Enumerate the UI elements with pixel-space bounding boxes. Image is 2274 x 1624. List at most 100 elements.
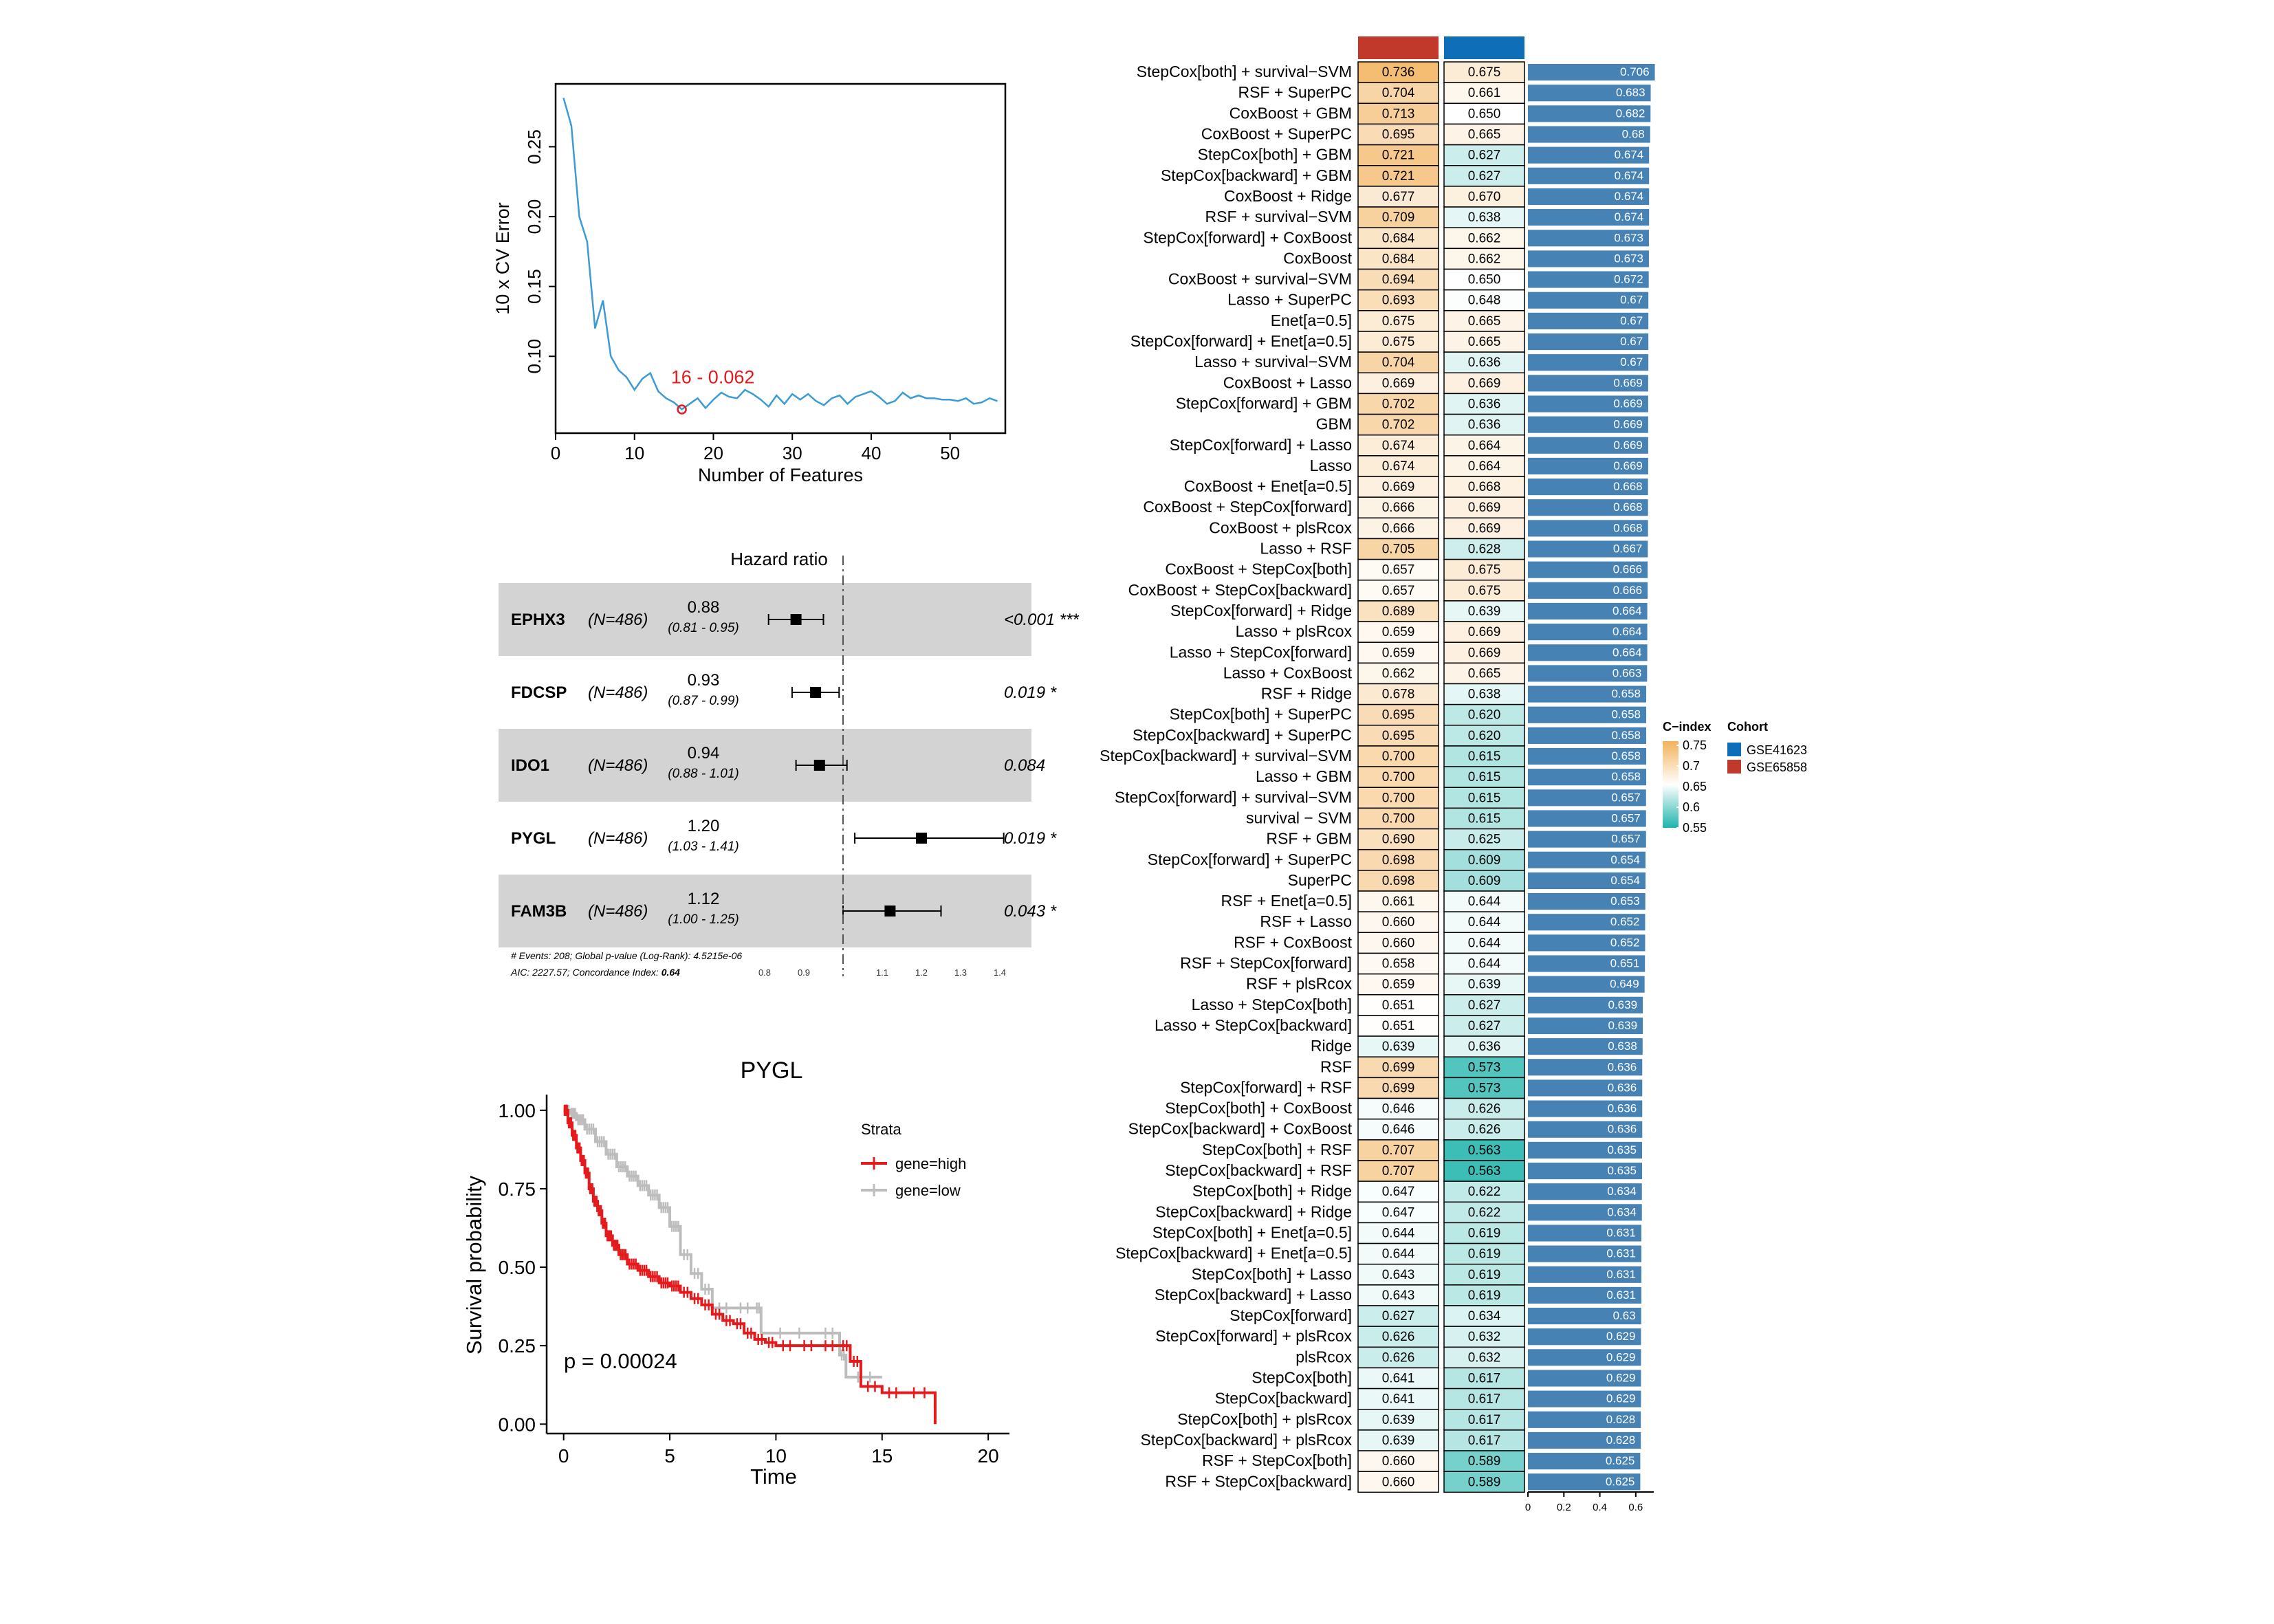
heatmap-row: StepCox[forward] + GBM 0.702 0.636 0.669 — [1176, 393, 1648, 415]
bar-axis-ticks: 0 0.2 0.4 0.6 — [1525, 1492, 1643, 1513]
model-name: StepCox[backward] + Lasso — [1155, 1286, 1352, 1304]
model-name: CoxBoost + Ridge — [1224, 187, 1352, 205]
cell-gse65858 — [1357, 538, 1439, 560]
km-ytick-label: 0.50 — [499, 1257, 536, 1278]
cindex-bar-value: 0.657 — [1611, 833, 1641, 846]
cell-gse41623 — [1443, 268, 1525, 291]
cell-gse65858 — [1357, 932, 1439, 954]
model-name: StepCox[both] + plsRcox — [1177, 1410, 1352, 1428]
model-name: StepCox[both] + GBM — [1198, 146, 1352, 164]
cindex-bar — [1528, 1411, 1641, 1428]
km-axis-ticks: 0 5 10 15 20 0.00 0.25 0.50 0.75 1.00 — [499, 1100, 999, 1467]
cell-gse65858 — [1357, 745, 1439, 767]
heatmap-row: Lasso + StepCox[forward] 0.659 0.669 0.664 — [1170, 641, 1648, 664]
cell-gse41623-value: 0.636 — [1468, 355, 1501, 370]
cell-gse41623 — [1443, 476, 1525, 498]
model-name: RSF + StepCox[backward] — [1165, 1472, 1352, 1490]
cv-error-panel: 0 10 20 30 40 50 0.10 0.15 0.20 0.25 16 - 0.062 N… — [492, 83, 1007, 485]
model-name: RSF + Enet[a=0.5] — [1221, 892, 1352, 910]
cell-gse41623-value: 0.617 — [1468, 1372, 1501, 1386]
bar-axis-tick-label: 0.6 — [1628, 1502, 1643, 1513]
heatmap-row: Lasso + StepCox[both] 0.651 0.627 0.639 — [1192, 994, 1643, 1016]
heatmap-row: Ridge 0.639 0.636 0.638 — [1311, 1035, 1643, 1057]
forest-hr: 1.20 — [688, 817, 720, 835]
cindex-bar-value: 0.625 — [1606, 1475, 1635, 1488]
cell-gse41623-value: 0.632 — [1468, 1330, 1501, 1344]
cindex-bar — [1528, 292, 1649, 309]
cindex-bar — [1528, 375, 1648, 392]
cohort-label-gse65858: GSE65858 — [1747, 760, 1807, 774]
cindex-bar — [1528, 312, 1649, 329]
cindex-bar — [1528, 499, 1648, 516]
cell-gse41623 — [1443, 1015, 1525, 1037]
model-name: StepCox[both] + SuperPC — [1170, 705, 1352, 723]
cell-gse41623-value: 0.644 — [1468, 936, 1501, 950]
cell-gse65858-value: 0.684 — [1382, 252, 1415, 266]
model-name: StepCox[backward] — [1215, 1390, 1352, 1407]
model-name: StepCox[backward] + Ridge — [1155, 1203, 1352, 1220]
cell-gse65858-value: 0.641 — [1382, 1392, 1415, 1407]
heatmap-row: CoxBoost + SuperPC 0.695 0.665 0.68 — [1201, 123, 1650, 146]
cindex-bar-value: 0.628 — [1606, 1413, 1636, 1426]
cell-gse65858-value: 0.666 — [1382, 521, 1415, 536]
cindex-bar — [1528, 1141, 1643, 1159]
cell-gse65858-value: 0.646 — [1382, 1102, 1415, 1117]
model-name: SuperPC — [1288, 871, 1352, 889]
cell-gse65858 — [1357, 102, 1439, 125]
forest-row: EPHX3 (N=486) 0.88 (0.81 - 0.95) <0.001 *** — [499, 583, 1079, 656]
heatmap-row: StepCox[both] 0.641 0.617 0.629 — [1251, 1367, 1641, 1390]
cell-gse41623-value: 0.573 — [1468, 1060, 1501, 1075]
heatmap-row: RSF + survival−SVM 0.709 0.638 0.674 — [1205, 206, 1650, 228]
cell-gse41623 — [1443, 351, 1525, 373]
heatmap-row: Lasso + survival−SVM 0.704 0.636 0.67 — [1194, 351, 1649, 373]
cell-gse41623 — [1443, 102, 1525, 125]
cell-gse65858-value: 0.647 — [1382, 1205, 1415, 1220]
cell-gse41623-value: 0.563 — [1468, 1143, 1501, 1158]
cindex-bar-value: 0.652 — [1610, 915, 1640, 928]
heatmap-row: StepCox[both] + Lasso 0.643 0.619 0.631 — [1192, 1263, 1641, 1286]
model-name: Lasso + SuperPC — [1227, 291, 1352, 309]
cell-gse41623-value: 0.628 — [1468, 542, 1501, 557]
cell-gse41623 — [1443, 1471, 1525, 1493]
cindex-bar-value: 0.663 — [1612, 666, 1642, 679]
cell-gse65858-value: 0.694 — [1382, 273, 1415, 287]
cell-gse41623-value: 0.617 — [1468, 1392, 1501, 1407]
cell-gse41623-value: 0.638 — [1468, 688, 1501, 702]
cell-gse65858-value: 0.695 — [1382, 708, 1415, 723]
cell-gse41623 — [1443, 828, 1525, 851]
cindex-bar-value: 0.674 — [1615, 169, 1644, 182]
cell-gse65858-value: 0.700 — [1382, 791, 1415, 805]
cell-gse41623-value: 0.615 — [1468, 811, 1501, 826]
model-name: StepCox[backward] + Enet[a=0.5] — [1115, 1244, 1352, 1262]
cell-gse41623-value: 0.619 — [1468, 1288, 1501, 1303]
cell-gse65858-value: 0.666 — [1382, 501, 1415, 515]
heatmap-header-gse41623 — [1444, 36, 1524, 59]
forest-row: PYGL (N=486) 1.20 (1.03 - 1.41) 0.019 * — [511, 817, 1057, 854]
heatmap-row: StepCox[backward] + RSF 0.707 0.563 0.635 — [1165, 1160, 1643, 1182]
cindex-bar-value: 0.658 — [1611, 749, 1641, 762]
cell-gse41623-value: 0.634 — [1468, 1309, 1501, 1324]
cell-gse65858-value: 0.659 — [1382, 978, 1415, 992]
cindex-bar — [1528, 64, 1655, 81]
cindex-bar — [1528, 1121, 1643, 1138]
cell-gse65858-value: 0.644 — [1382, 1226, 1415, 1240]
cell-gse65858 — [1357, 476, 1439, 498]
model-name: StepCox[both] + Ridge — [1192, 1182, 1352, 1200]
heatmap-panel: StepCox[both] + survival−SVM 0.736 0.675 0.… — [1100, 36, 1807, 1513]
cindex-bar-value: 0.634 — [1607, 1205, 1637, 1218]
cindex-bar — [1528, 354, 1649, 371]
model-name: StepCox[backward] + plsRcox — [1141, 1431, 1353, 1449]
km-xtick-label: 0 — [558, 1445, 569, 1467]
heatmap-row: StepCox[both] + CoxBoost 0.646 0.626 0.636 — [1165, 1097, 1643, 1120]
cell-gse65858-value: 0.639 — [1382, 1040, 1415, 1054]
model-name: StepCox[backward] + SuperPC — [1133, 726, 1352, 744]
cell-gse65858-value: 0.684 — [1382, 231, 1415, 245]
cell-gse41623 — [1443, 434, 1525, 457]
cv-axis-ticks: 0 10 20 30 40 50 0.10 0.15 0.20 0.25 — [524, 129, 960, 463]
cindex-bar — [1528, 769, 1647, 786]
cindex-bar — [1528, 893, 1646, 910]
model-name: StepCox[forward] + Lasso — [1170, 436, 1352, 454]
model-name: CoxBoost + SuperPC — [1201, 125, 1352, 143]
cell-gse41623 — [1443, 1242, 1525, 1265]
model-name: StepCox[both] — [1251, 1369, 1352, 1387]
